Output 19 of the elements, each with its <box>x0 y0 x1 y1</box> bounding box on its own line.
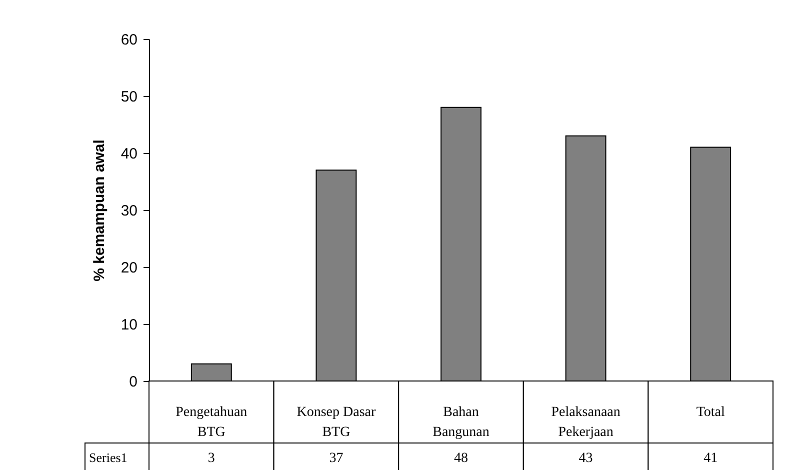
x-tick-label: Total <box>696 405 725 420</box>
x-tick-label: Pengetahuan BTG <box>176 405 248 440</box>
y-tick-label: 0 <box>129 374 138 390</box>
data-label: 37 <box>329 451 344 466</box>
y-tick-label: 50 <box>120 88 138 106</box>
data-label: 43 <box>578 451 593 466</box>
x-tick-label: Konsep Dasar BTG <box>296 405 376 440</box>
y-tick-label: 10 <box>120 316 138 334</box>
y-tick-label: 30 <box>120 202 138 220</box>
y-tick-label: 40 <box>120 146 138 162</box>
data-label: 41 <box>704 451 718 466</box>
y-axis-title: % kemampuan awal <box>90 140 108 282</box>
y-tick-label: 20 <box>120 260 138 276</box>
data-label: 3 <box>208 451 215 466</box>
x-tick-label: Pelaksanaan Pekerjaan <box>551 405 620 440</box>
x-tick-label: Bahan Bangunan <box>432 405 490 440</box>
y-tick-label: 60 <box>120 32 138 48</box>
text: Series1 <box>89 450 128 465</box>
data-label: 48 <box>454 451 468 466</box>
